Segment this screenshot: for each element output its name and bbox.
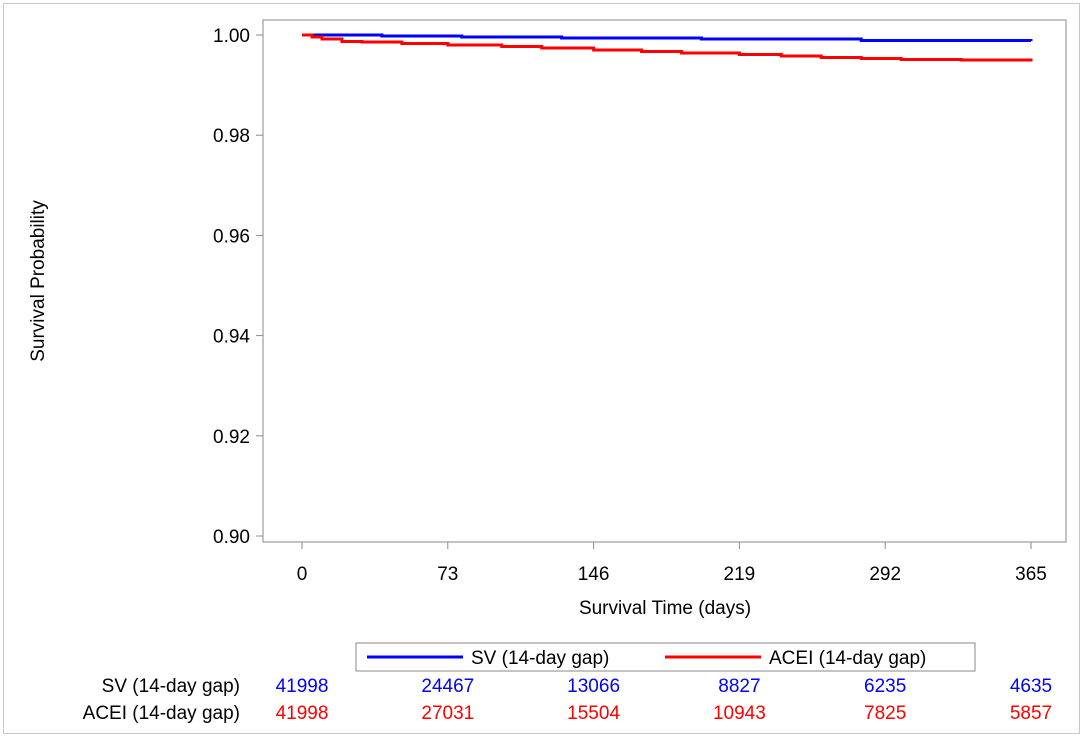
y-axis: 0.90 0.92 0.94 0.96 0.98 1.00 — [213, 26, 263, 548]
x-tick-label: 219 — [724, 564, 756, 585]
legend-label-acei: ACEI (14-day gap) — [769, 648, 926, 669]
chart-frame — [3, 3, 1080, 734]
x-tick-label: 292 — [869, 564, 901, 585]
risk-value: 41998 — [276, 703, 329, 724]
series-line-sv — [302, 33, 1033, 43]
legend: SV (14-day gap) ACEI (14-day gap) — [355, 642, 976, 672]
risk-value: 5857 — [1010, 703, 1052, 724]
x-tick-label: 146 — [578, 564, 610, 585]
y-tick-label: 0.90 — [213, 527, 250, 548]
x-tick-label: 0 — [297, 564, 308, 585]
plot-area — [262, 19, 1067, 543]
risk-value: 4635 — [1010, 676, 1052, 697]
x-axis: 0 73 146 219 292 365 — [297, 542, 1047, 585]
risk-value: 24467 — [421, 676, 474, 697]
x-tick-label: 73 — [437, 564, 458, 585]
risk-value: 7825 — [864, 703, 906, 724]
risk-value: 15504 — [567, 703, 620, 724]
y-tick-label: 0.94 — [213, 327, 250, 348]
y-tick-label: 1.00 — [213, 26, 250, 47]
legend-label-sv: SV (14-day gap) — [471, 648, 609, 669]
y-tick-label: 0.98 — [213, 126, 250, 147]
risk-value: 10943 — [713, 703, 766, 724]
survival-curves — [302, 33, 1033, 62]
series-line-acei — [302, 33, 1033, 62]
x-tick-label: 365 — [1015, 564, 1047, 585]
risk-value: 8827 — [718, 676, 760, 697]
risk-value: 6235 — [864, 676, 906, 697]
y-axis-title: Survival Probability — [28, 200, 49, 362]
x-axis-title: Survival Time (days) — [579, 598, 751, 619]
y-tick-label: 0.92 — [213, 427, 250, 448]
risk-value: 27031 — [421, 703, 474, 724]
risk-row-label-sv: SV (14-day gap) — [102, 676, 240, 697]
y-tick-label: 0.96 — [213, 226, 250, 247]
risk-row-label-acei: ACEI (14-day gap) — [83, 703, 240, 724]
risk-value: 41998 — [276, 676, 329, 697]
number-at-risk-table: SV (14-day gap) ACEI (14-day gap) 41998 2… — [83, 676, 1053, 724]
risk-value: 13066 — [567, 676, 620, 697]
